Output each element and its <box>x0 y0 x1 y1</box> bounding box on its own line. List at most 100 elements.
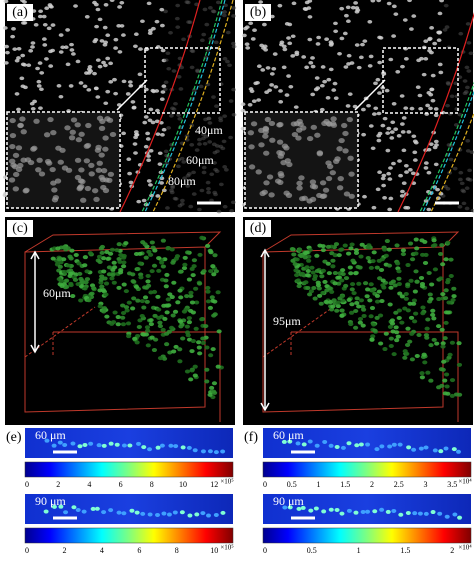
cell <box>170 185 176 190</box>
cell <box>145 328 151 333</box>
cell <box>255 169 262 175</box>
cell <box>218 144 224 149</box>
cell <box>400 248 407 253</box>
cell <box>130 306 136 311</box>
cell <box>152 248 158 253</box>
cell <box>228 99 234 103</box>
cell <box>101 510 107 515</box>
cell <box>149 335 155 340</box>
cell <box>365 287 371 292</box>
cell <box>333 96 339 100</box>
cell <box>61 165 69 171</box>
cell <box>161 84 167 89</box>
cell <box>348 322 354 327</box>
cell <box>15 145 23 151</box>
cell <box>121 33 126 37</box>
box-dashed <box>262 306 334 358</box>
arrow-head <box>260 248 270 412</box>
cell <box>121 79 127 84</box>
cell <box>323 299 329 304</box>
cell <box>354 10 360 14</box>
cell <box>231 44 237 49</box>
cell <box>314 76 320 80</box>
cell <box>350 258 356 263</box>
cell <box>68 271 74 276</box>
cell <box>400 130 406 134</box>
cell <box>382 196 387 200</box>
cell <box>312 276 318 281</box>
cell <box>150 88 156 93</box>
cell <box>149 269 155 274</box>
cell <box>453 81 459 86</box>
cell <box>108 441 114 446</box>
cell <box>339 313 345 318</box>
cell <box>170 313 176 318</box>
cell <box>339 247 345 252</box>
cell <box>70 52 76 56</box>
cell <box>182 176 187 180</box>
cell <box>78 298 84 303</box>
cell <box>225 59 230 64</box>
cell <box>151 348 158 353</box>
cell <box>164 331 170 336</box>
cell <box>320 65 326 69</box>
cell <box>339 6 345 11</box>
cell <box>376 138 382 143</box>
cell <box>428 343 434 348</box>
cell <box>359 242 365 247</box>
cell <box>127 443 133 448</box>
cell <box>210 9 216 13</box>
cell <box>429 26 435 30</box>
cell <box>328 67 334 72</box>
cell <box>44 158 52 165</box>
cell <box>68 281 74 286</box>
cell <box>201 165 207 170</box>
cell <box>163 80 169 85</box>
cell <box>101 269 107 274</box>
cell <box>190 339 196 344</box>
cell <box>306 258 312 263</box>
cell <box>413 269 419 274</box>
cell <box>293 268 299 273</box>
cell <box>99 274 105 279</box>
cell <box>64 278 70 283</box>
cell <box>448 273 454 278</box>
colorbar <box>24 527 234 544</box>
cell <box>461 201 467 206</box>
cell <box>163 278 169 283</box>
cell <box>310 92 316 97</box>
cell <box>26 63 32 68</box>
boundary-line <box>430 111 474 213</box>
cell <box>126 334 132 339</box>
colorbar-tick: 2 <box>370 480 374 489</box>
cell <box>345 104 351 108</box>
cell <box>176 164 181 169</box>
cell <box>390 120 396 125</box>
colorbar-tick: 0 <box>25 546 29 555</box>
cell <box>306 135 314 142</box>
cell <box>102 25 108 30</box>
cell <box>179 156 185 161</box>
cell <box>413 251 419 256</box>
cell <box>9 132 17 139</box>
cell <box>97 64 103 69</box>
cell <box>305 285 311 290</box>
arrow-head <box>30 250 40 354</box>
cell <box>458 177 463 182</box>
cell <box>418 275 425 280</box>
cell <box>319 107 325 112</box>
cell <box>116 24 122 28</box>
cell <box>210 264 216 269</box>
cell <box>15 166 23 173</box>
cell <box>84 142 92 149</box>
cell <box>456 362 463 367</box>
cell <box>188 204 194 209</box>
cell <box>70 441 76 446</box>
cell <box>420 305 426 310</box>
cell <box>100 287 106 292</box>
boundary-line <box>419 81 474 213</box>
cell <box>402 355 408 360</box>
depth-label: 80μm <box>168 174 196 188</box>
cell <box>308 61 314 65</box>
cell <box>79 179 86 185</box>
